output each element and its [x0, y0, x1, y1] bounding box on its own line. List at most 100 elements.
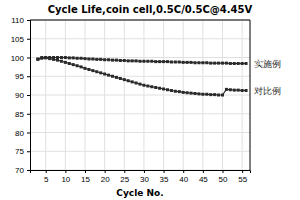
marker: [158, 87, 161, 90]
x-tick: 50: [219, 170, 228, 184]
chart: 5101520253035404550557075808590951001051…: [0, 0, 300, 200]
tick-label: 100: [11, 54, 25, 63]
tick-label: 55: [238, 175, 247, 184]
y-tick: 95: [15, 72, 30, 81]
marker: [76, 57, 79, 60]
tick-label: 105: [11, 35, 25, 44]
marker: [233, 89, 236, 92]
y-tick: 75: [15, 147, 30, 156]
marker: [174, 61, 177, 64]
marker: [174, 90, 177, 93]
marker: [209, 62, 212, 65]
grid-line: [30, 38, 250, 39]
tick-mark: [164, 170, 165, 173]
tick-mark: [27, 170, 30, 171]
tick-label: 75: [15, 147, 24, 156]
marker: [158, 60, 161, 63]
x-tick: 35: [160, 170, 169, 184]
marker: [221, 94, 224, 97]
marker: [213, 62, 216, 65]
grid: [30, 20, 250, 170]
tick-label: 50: [219, 175, 228, 184]
marker: [190, 61, 193, 64]
marker: [131, 59, 134, 62]
marker: [139, 60, 142, 63]
tick-mark: [27, 95, 30, 96]
grid-line: [222, 20, 223, 170]
x-tick: 45: [199, 170, 208, 184]
marker: [111, 59, 114, 62]
x-tick: 55: [238, 170, 247, 184]
x-tick: 20: [101, 170, 110, 184]
marker: [205, 93, 208, 96]
marker: [131, 80, 134, 83]
marker: [72, 56, 75, 59]
marker: [209, 93, 212, 96]
marker: [103, 73, 106, 76]
tick-mark: [203, 170, 204, 173]
marker: [127, 59, 130, 62]
marker: [166, 60, 169, 63]
tick-mark: [242, 170, 243, 173]
marker: [36, 58, 39, 61]
marker: [229, 62, 232, 65]
tick-label: 35: [160, 175, 169, 184]
marker: [221, 62, 224, 65]
grid-line: [30, 113, 250, 114]
series-label: 对比例: [254, 86, 281, 96]
grid-line: [30, 20, 250, 21]
marker: [107, 74, 110, 77]
marker: [186, 91, 189, 94]
tick-label: 70: [15, 166, 24, 175]
tick-label: 25: [120, 175, 129, 184]
marker: [60, 56, 63, 59]
marker: [91, 69, 94, 72]
marker: [146, 60, 149, 63]
title: Cycle Life,coin cell,0.5C/0.5C@4.45V: [48, 4, 253, 15]
marker: [245, 62, 248, 65]
tick-label: 90: [15, 91, 24, 100]
tick-mark: [144, 170, 145, 173]
marker: [162, 60, 165, 63]
grid-line: [30, 76, 250, 77]
marker: [135, 59, 138, 62]
marker: [87, 58, 90, 61]
tick-mark: [65, 170, 66, 173]
tick-label: 30: [140, 175, 149, 184]
tick-mark: [27, 20, 30, 21]
marker: [44, 56, 47, 59]
y-tick: 100: [11, 54, 30, 63]
marker: [217, 94, 220, 97]
axis-line: [31, 171, 251, 174]
frame: [250, 20, 251, 170]
marker: [201, 93, 204, 96]
marker: [139, 83, 142, 86]
tick-label: 20: [101, 175, 110, 184]
marker: [95, 58, 98, 61]
marker: [56, 56, 59, 59]
marker: [115, 59, 118, 62]
marker: [68, 56, 71, 59]
marker: [80, 65, 83, 68]
marker: [103, 58, 106, 61]
marker: [40, 57, 43, 60]
tick-label: 80: [15, 129, 24, 138]
x-tick: 30: [140, 170, 149, 184]
tick-mark: [85, 170, 86, 173]
marker: [44, 56, 47, 59]
marker: [245, 89, 248, 92]
marker: [36, 58, 39, 61]
tick-mark: [183, 170, 184, 173]
marker: [107, 58, 110, 61]
marker: [127, 79, 130, 82]
marker: [87, 68, 90, 71]
marker: [99, 71, 102, 74]
marker: [241, 89, 244, 92]
y-axis: 707580859095100105110: [11, 16, 31, 175]
x-tick: 5: [44, 170, 49, 184]
marker: [225, 62, 228, 65]
marker: [229, 88, 232, 91]
tick-label: 95: [15, 72, 24, 81]
marker: [178, 61, 181, 64]
tick-mark: [46, 170, 47, 173]
